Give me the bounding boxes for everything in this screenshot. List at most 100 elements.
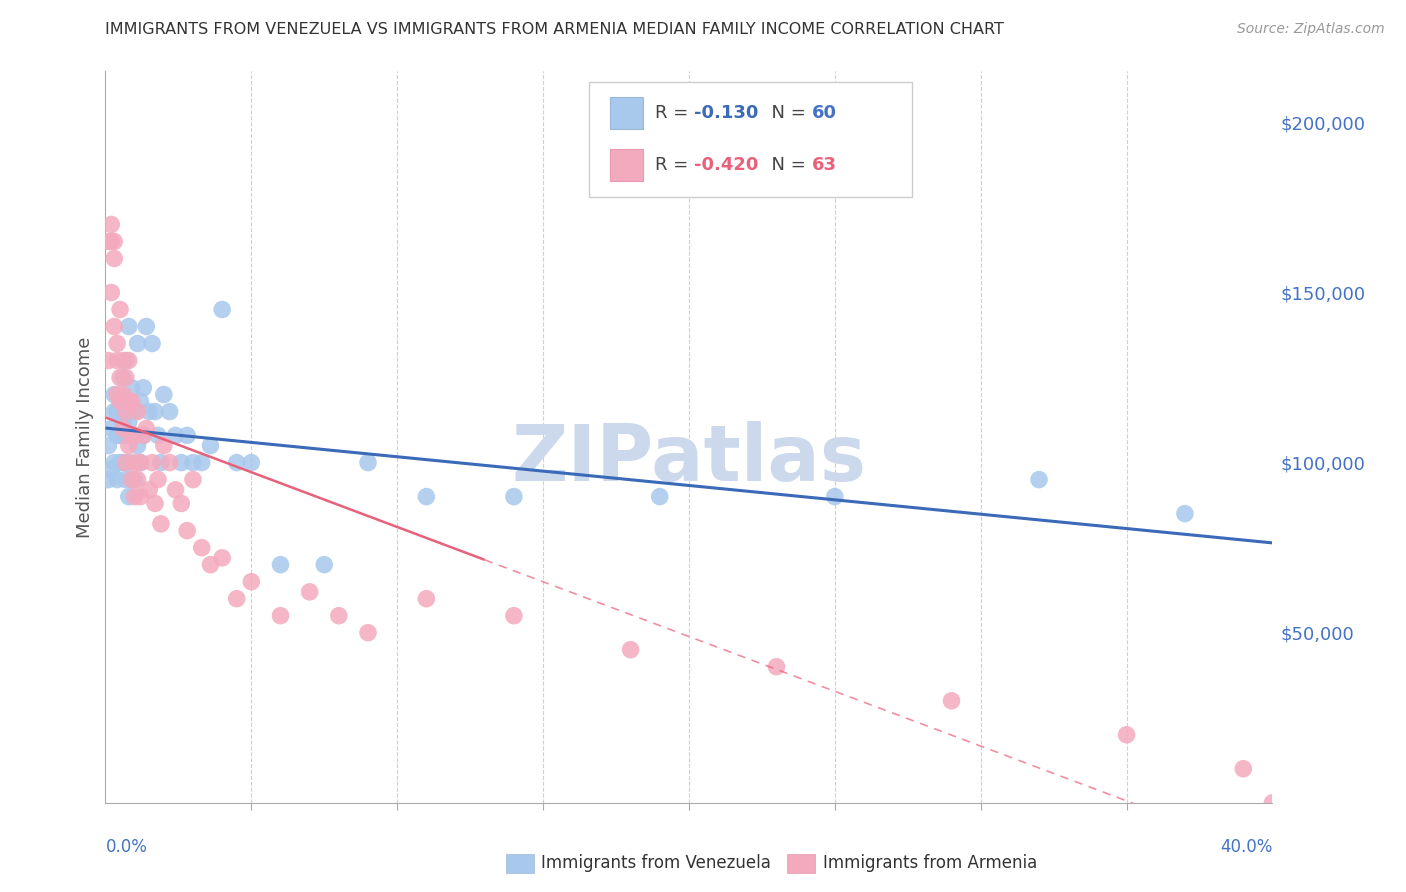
Point [118,439,141,453]
Point [124,473,146,487]
Point [181,473,204,487]
Point [100,218,122,232]
Text: -0.130: -0.130 [695,103,758,121]
Point [138,483,160,497]
Point [127,473,149,487]
Point [100,421,122,435]
Point [108,302,131,317]
Point [200,439,222,453]
Point [100,235,122,249]
Point [97,235,120,249]
Point [108,394,131,409]
Point [502,490,524,504]
Point [111,456,134,470]
Point [143,496,166,510]
Point [502,608,524,623]
Point [115,353,138,368]
Point [225,456,247,470]
Point [153,387,174,401]
Point [146,473,169,487]
Point [357,456,380,470]
Point [118,353,141,368]
Point [159,456,181,470]
Point [132,381,155,395]
Point [115,404,138,418]
Point [415,591,437,606]
Point [108,370,131,384]
Point [111,370,134,384]
Point [314,558,336,572]
Point [105,473,128,487]
Point [108,456,131,470]
Point [146,428,169,442]
Point [121,473,143,487]
Point [111,353,134,368]
Point [118,456,141,470]
Text: Immigrants from Venezuela: Immigrants from Venezuela [541,855,770,872]
Point [149,516,172,531]
Point [298,585,321,599]
Point [121,394,143,409]
Point [153,439,174,453]
Point [190,541,212,555]
Point [211,302,233,317]
Point [103,319,125,334]
Point [1261,796,1284,810]
Point [100,462,122,476]
Point [124,404,146,418]
Point [97,473,120,487]
Point [111,421,134,435]
Text: IMMIGRANTS FROM VENEZUELA VS IMMIGRANTS FROM ARMENIA MEDIAN FAMILY INCOME CORREL: IMMIGRANTS FROM VENEZUELA VS IMMIGRANTS … [105,22,1004,37]
Point [269,608,292,623]
Point [225,591,247,606]
Point [103,235,125,249]
Point [211,550,233,565]
Point [1028,473,1050,487]
Point [105,404,128,418]
Point [124,428,146,442]
Point [105,336,128,351]
Point [170,456,193,470]
Point [240,456,263,470]
Point [100,285,122,300]
Point [121,381,143,395]
Point [127,336,149,351]
Point [103,404,125,418]
Point [941,694,963,708]
Point [159,404,181,418]
Point [135,421,157,435]
Point [129,456,152,470]
Point [115,370,138,384]
Text: R =: R = [655,103,693,121]
Point [108,394,131,409]
Text: -0.420: -0.420 [695,156,758,174]
Text: 60: 60 [813,103,837,121]
Text: R =: R = [655,156,693,174]
Point [129,490,152,504]
Point [190,456,212,470]
Point [118,394,141,409]
Text: 0.0%: 0.0% [105,838,148,856]
Point [121,473,143,487]
Point [105,428,128,442]
Point [269,558,292,572]
Point [118,490,141,504]
Text: N =: N = [761,156,811,174]
Point [149,456,172,470]
Point [181,456,204,470]
Text: N =: N = [761,103,811,121]
Text: Source: ZipAtlas.com: Source: ZipAtlas.com [1237,22,1385,37]
Point [765,659,787,673]
Y-axis label: Median Family Income: Median Family Income [76,336,94,538]
Point [121,428,143,442]
Point [115,428,138,442]
Point [111,387,134,401]
Point [132,428,155,442]
Point [170,496,193,510]
Point [111,415,134,429]
Point [97,353,120,368]
Point [143,404,166,418]
Point [200,558,222,572]
Point [105,387,128,401]
Point [141,456,163,470]
